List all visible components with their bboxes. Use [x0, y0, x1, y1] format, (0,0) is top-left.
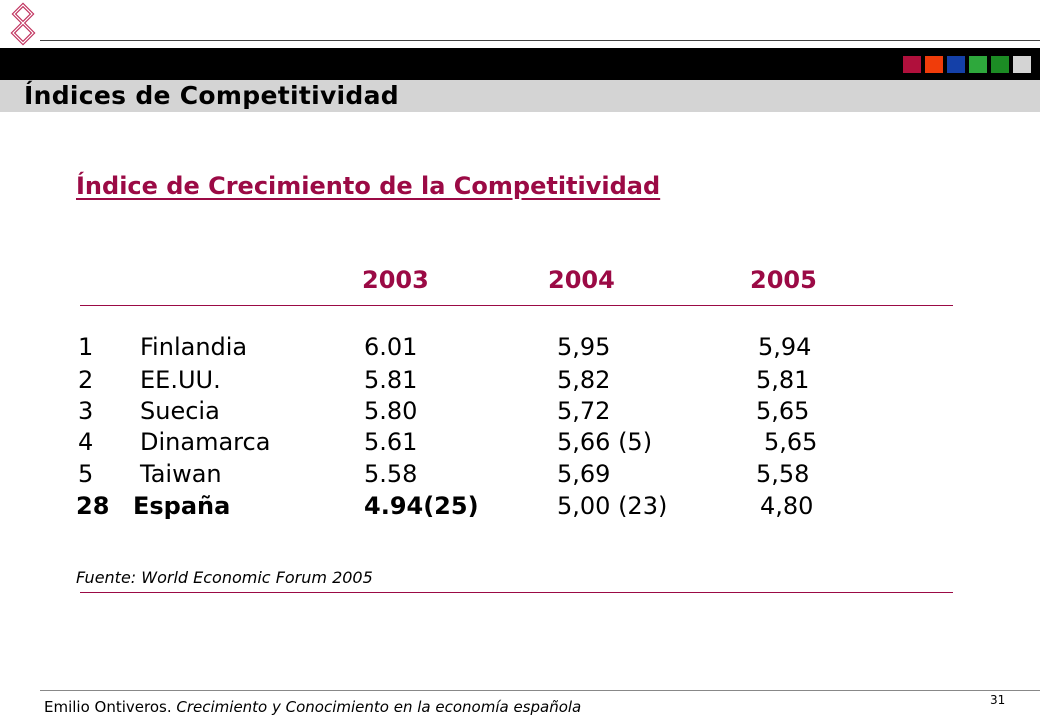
table-row: 4 Dinamarca 5.61 5,66 (5) 5,65	[0, 428, 1040, 460]
value-2004-cell: 5,82	[557, 366, 611, 394]
value-2003-cell: 4.94(25)	[364, 492, 479, 520]
country-cell: Taiwan	[140, 460, 222, 488]
footer-author: Emilio Ontiveros.	[44, 698, 177, 716]
rank-cell: 5	[78, 460, 94, 488]
value-2003-cell: 6.01	[364, 333, 418, 361]
logo-icon	[10, 2, 36, 46]
value-2005-cell: 5,65	[756, 397, 810, 425]
color-square	[925, 56, 943, 73]
country-cell: España	[133, 492, 231, 520]
rank-cell: 3	[78, 397, 94, 425]
footer-divider	[40, 690, 1040, 691]
header-rule	[80, 305, 953, 306]
table-row: 3 Suecia 5.80 5,72 5,65	[0, 397, 1040, 429]
value-2003-cell: 5.80	[364, 397, 418, 425]
country-cell: EE.UU.	[140, 366, 221, 394]
footer-book-title: Crecimiento y Conocimiento en la economí…	[176, 698, 582, 716]
year-header-2004: 2004	[548, 266, 615, 294]
page-number: 31	[990, 693, 1006, 707]
rank-cell: 2	[78, 366, 94, 394]
table-row: 28 España 4.94(25) 5,00 (23) 4,80	[0, 492, 1040, 524]
country-cell: Finlandia	[140, 333, 248, 361]
country-cell: Dinamarca	[140, 428, 271, 456]
value-2004-cell: 5,66 (5)	[557, 428, 653, 456]
color-squares	[903, 56, 1031, 73]
table-row: 1 Finlandia 6.01 5,95 5,94	[0, 333, 1040, 365]
value-2005-cell: 5,65	[764, 428, 818, 456]
value-2005-cell: 5,94	[758, 333, 812, 361]
title-band	[0, 80, 1040, 112]
table-row: 2 EE.UU. 5.81 5,82 5,81	[0, 366, 1040, 398]
year-header-2003: 2003	[362, 266, 429, 294]
color-square	[903, 56, 921, 73]
value-2003-cell: 5.81	[364, 366, 418, 394]
value-2003-cell: 5.61	[364, 428, 418, 456]
color-square	[969, 56, 987, 73]
header-divider	[40, 40, 1040, 41]
rank-cell: 28	[76, 492, 110, 520]
value-2005-cell: 4,80	[760, 492, 814, 520]
footer-rule	[80, 592, 953, 593]
value-2004-cell: 5,72	[557, 397, 611, 425]
value-2004-cell: 5,95	[557, 333, 611, 361]
color-square	[947, 56, 965, 73]
value-2003-cell: 5.58	[364, 460, 418, 488]
header-bar	[0, 48, 1040, 80]
value-2004-cell: 5,69	[557, 460, 611, 488]
rank-cell: 4	[78, 428, 94, 456]
slide-title: Índices de Competitividad	[24, 81, 399, 110]
value-2004-cell: 5,00 (23)	[557, 492, 668, 520]
footer-credit: Emilio Ontiveros. Crecimiento y Conocimi…	[44, 698, 581, 716]
table-row: 5 Taiwan 5.58 5,69 5,58	[0, 460, 1040, 492]
year-header-2005: 2005	[750, 266, 817, 294]
value-2005-cell: 5,58	[756, 460, 810, 488]
table-subtitle: Índice de Crecimiento de la Competitivid…	[76, 172, 661, 200]
rank-cell: 1	[78, 333, 94, 361]
source-note: Fuente: World Economic Forum 2005	[76, 568, 373, 587]
color-square	[1013, 56, 1031, 73]
country-cell: Suecia	[140, 397, 220, 425]
value-2005-cell: 5,81	[756, 366, 810, 394]
color-square	[991, 56, 1009, 73]
